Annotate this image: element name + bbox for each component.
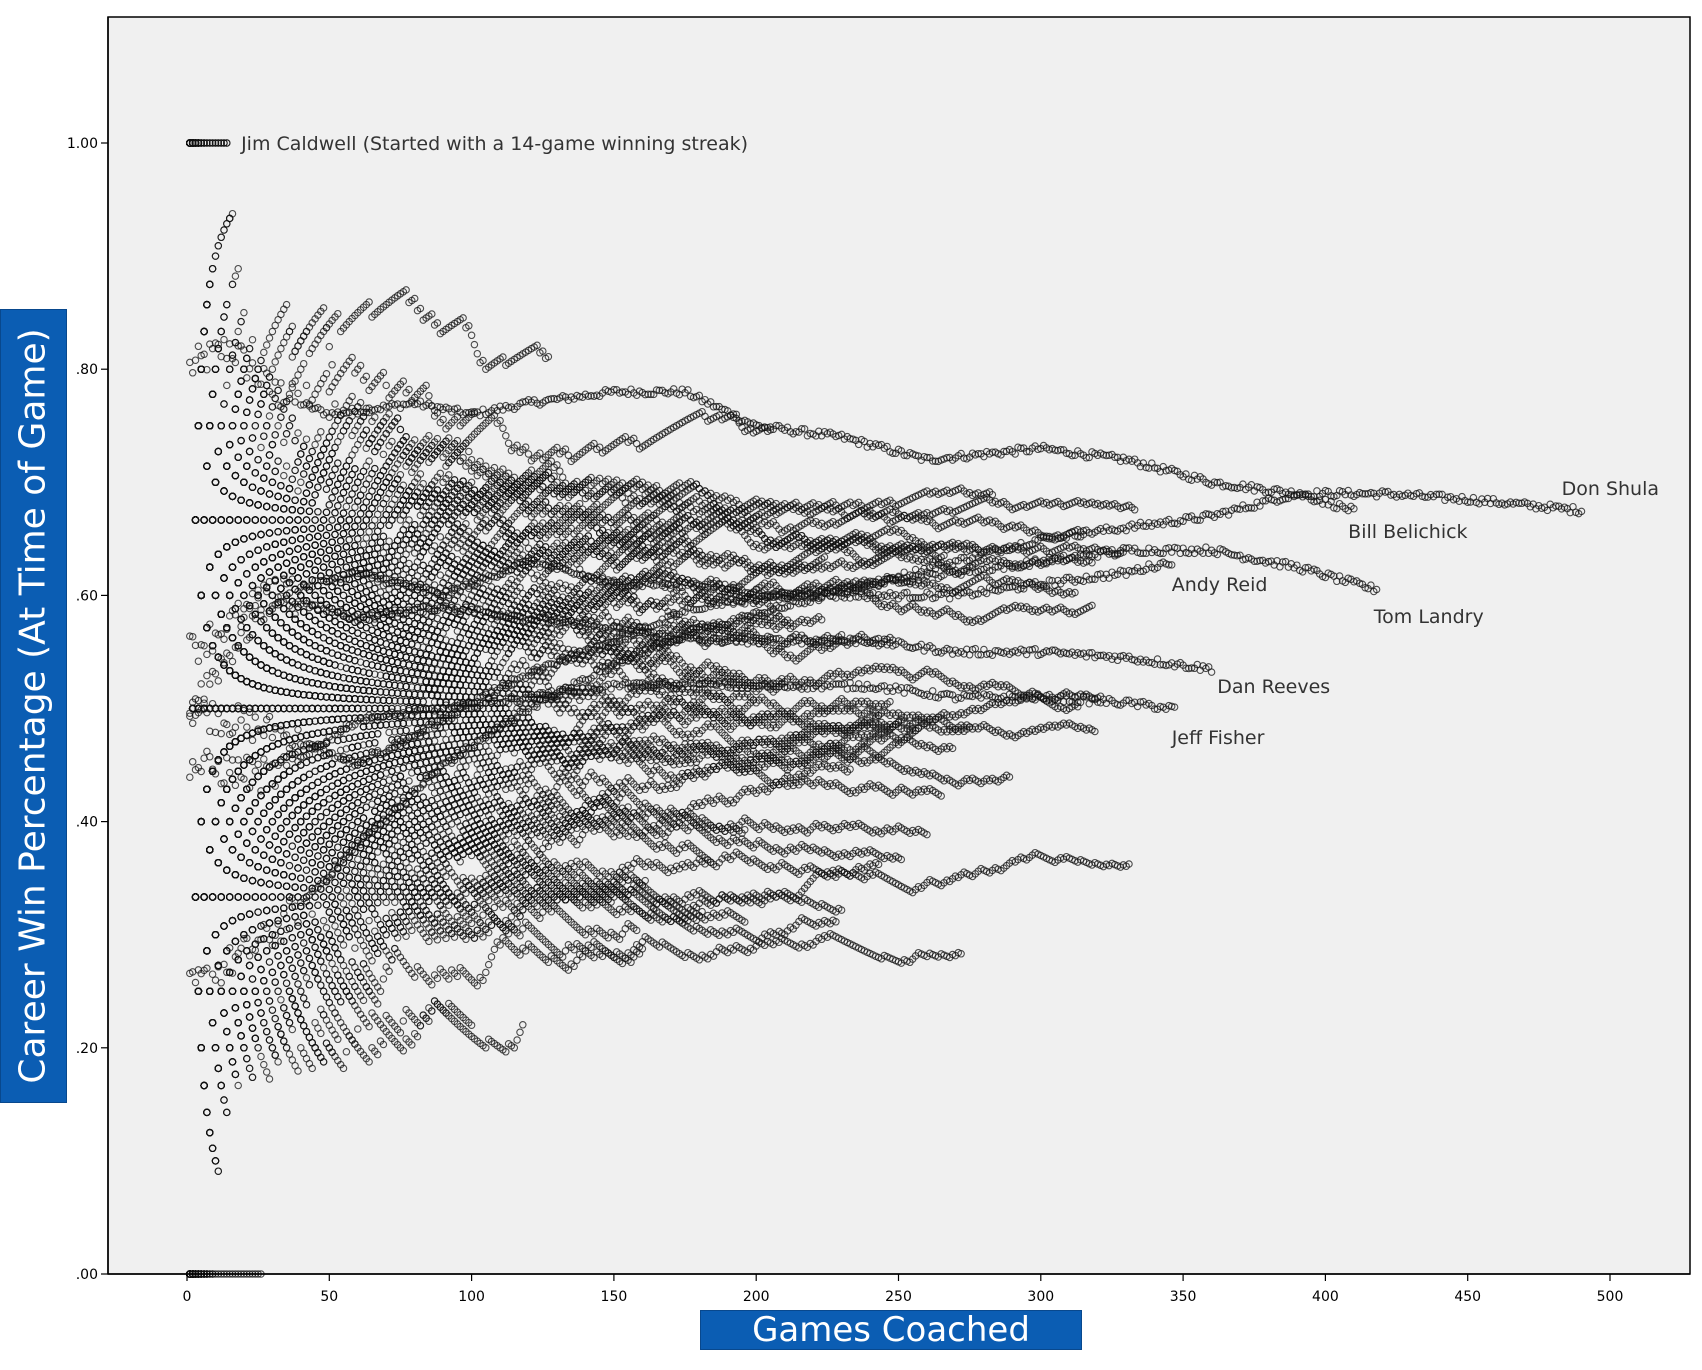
point-don-shula <box>1381 488 1389 496</box>
point-don-shula <box>647 390 655 399</box>
point-don-shula <box>797 425 806 433</box>
point-don-shula <box>245 364 254 373</box>
points-layer <box>186 139 1586 1278</box>
point-don-shula <box>928 457 937 465</box>
point-bill-belichick <box>217 729 225 738</box>
point-don-shula <box>203 365 211 374</box>
point-don-shula <box>800 425 809 433</box>
point-don-shula <box>923 453 931 462</box>
point-don-shula <box>1463 498 1472 506</box>
point-don-shula <box>399 400 408 409</box>
point-don-shula <box>231 358 240 367</box>
point-don-shula <box>709 403 718 411</box>
point-don-shula <box>1068 451 1076 460</box>
point-don-shula <box>1011 450 1019 458</box>
point-don-shula <box>587 391 595 400</box>
point-don-shula <box>214 340 223 349</box>
point-don-shula <box>294 389 302 398</box>
point-don-shula <box>1253 483 1261 491</box>
point-don-shula <box>641 390 649 399</box>
point-don-shula <box>1213 478 1222 487</box>
point-don-shula <box>194 342 203 351</box>
point-don-shula <box>1432 490 1441 499</box>
point-don-shula <box>1082 454 1091 462</box>
point-don-shula <box>188 369 197 377</box>
point-don-shula <box>610 385 618 394</box>
point-bill-belichick <box>265 712 274 721</box>
point-don-shula <box>271 378 279 386</box>
point-don-shula <box>450 405 459 413</box>
point-bill-belichick <box>277 726 285 734</box>
point-don-shula <box>960 454 968 462</box>
point-don-shula <box>911 451 920 460</box>
point-don-shula <box>1022 447 1031 456</box>
point-don-shula <box>1111 453 1119 461</box>
point-don-shula <box>544 395 553 404</box>
point-don-shula <box>1552 502 1560 510</box>
point-bill-belichick <box>223 720 231 729</box>
point-don-shula <box>1017 444 1025 453</box>
point-don-shula <box>874 441 883 450</box>
point-bill-belichick <box>237 716 245 724</box>
point-don-shula <box>772 421 780 430</box>
point-don-shula <box>291 398 299 406</box>
point-don-shula <box>1577 507 1586 516</box>
point-don-shula <box>1051 446 1059 454</box>
point-don-shula <box>1270 485 1278 494</box>
point-bill-belichick <box>268 733 277 742</box>
point-don-shula <box>974 449 982 458</box>
point-don-shula <box>248 359 257 367</box>
point-don-shula <box>208 344 217 353</box>
point-bill-belichick <box>248 736 257 745</box>
point-don-shula <box>1367 488 1375 497</box>
point-bill-belichick <box>206 727 214 736</box>
point-don-shula <box>920 452 928 461</box>
point-don-shula <box>191 356 200 364</box>
point-don-shula <box>889 449 897 457</box>
point-don-shula <box>416 397 425 405</box>
point-don-shula <box>1034 445 1042 454</box>
point-don-shula <box>652 386 661 394</box>
point-don-shula <box>1056 445 1065 454</box>
point-don-shula <box>695 391 704 400</box>
point-don-shula <box>243 374 251 382</box>
point-don-shula <box>792 427 800 436</box>
point-don-shula <box>1102 451 1111 460</box>
point-don-shula <box>684 386 692 394</box>
point-bill-belichick <box>228 729 237 737</box>
point-don-shula <box>223 354 231 363</box>
point-don-shula <box>644 390 652 399</box>
point-don-shula <box>584 392 593 400</box>
point-don-shula <box>220 335 228 344</box>
point-don-shula <box>1150 464 1159 472</box>
point-don-shula <box>1227 483 1236 492</box>
point-bill-belichick <box>251 713 260 721</box>
point-don-shula <box>1358 489 1367 498</box>
point-don-shula <box>382 403 390 411</box>
point-don-shula <box>200 350 208 359</box>
point-bill-belichick <box>231 723 240 731</box>
point-don-shula <box>732 410 741 419</box>
point-don-shula <box>1438 490 1446 499</box>
point-don-shula <box>1435 490 1443 498</box>
point-don-shula <box>550 394 558 403</box>
point-don-shula <box>547 395 556 403</box>
point-don-shula <box>1210 478 1219 486</box>
point-bill-belichick <box>245 708 254 717</box>
point-bill-belichick <box>188 719 197 728</box>
point-don-shula <box>1099 450 1108 459</box>
point-don-shula <box>1566 508 1574 517</box>
point-don-shula <box>1142 463 1150 472</box>
point-bill-belichick <box>243 723 251 731</box>
